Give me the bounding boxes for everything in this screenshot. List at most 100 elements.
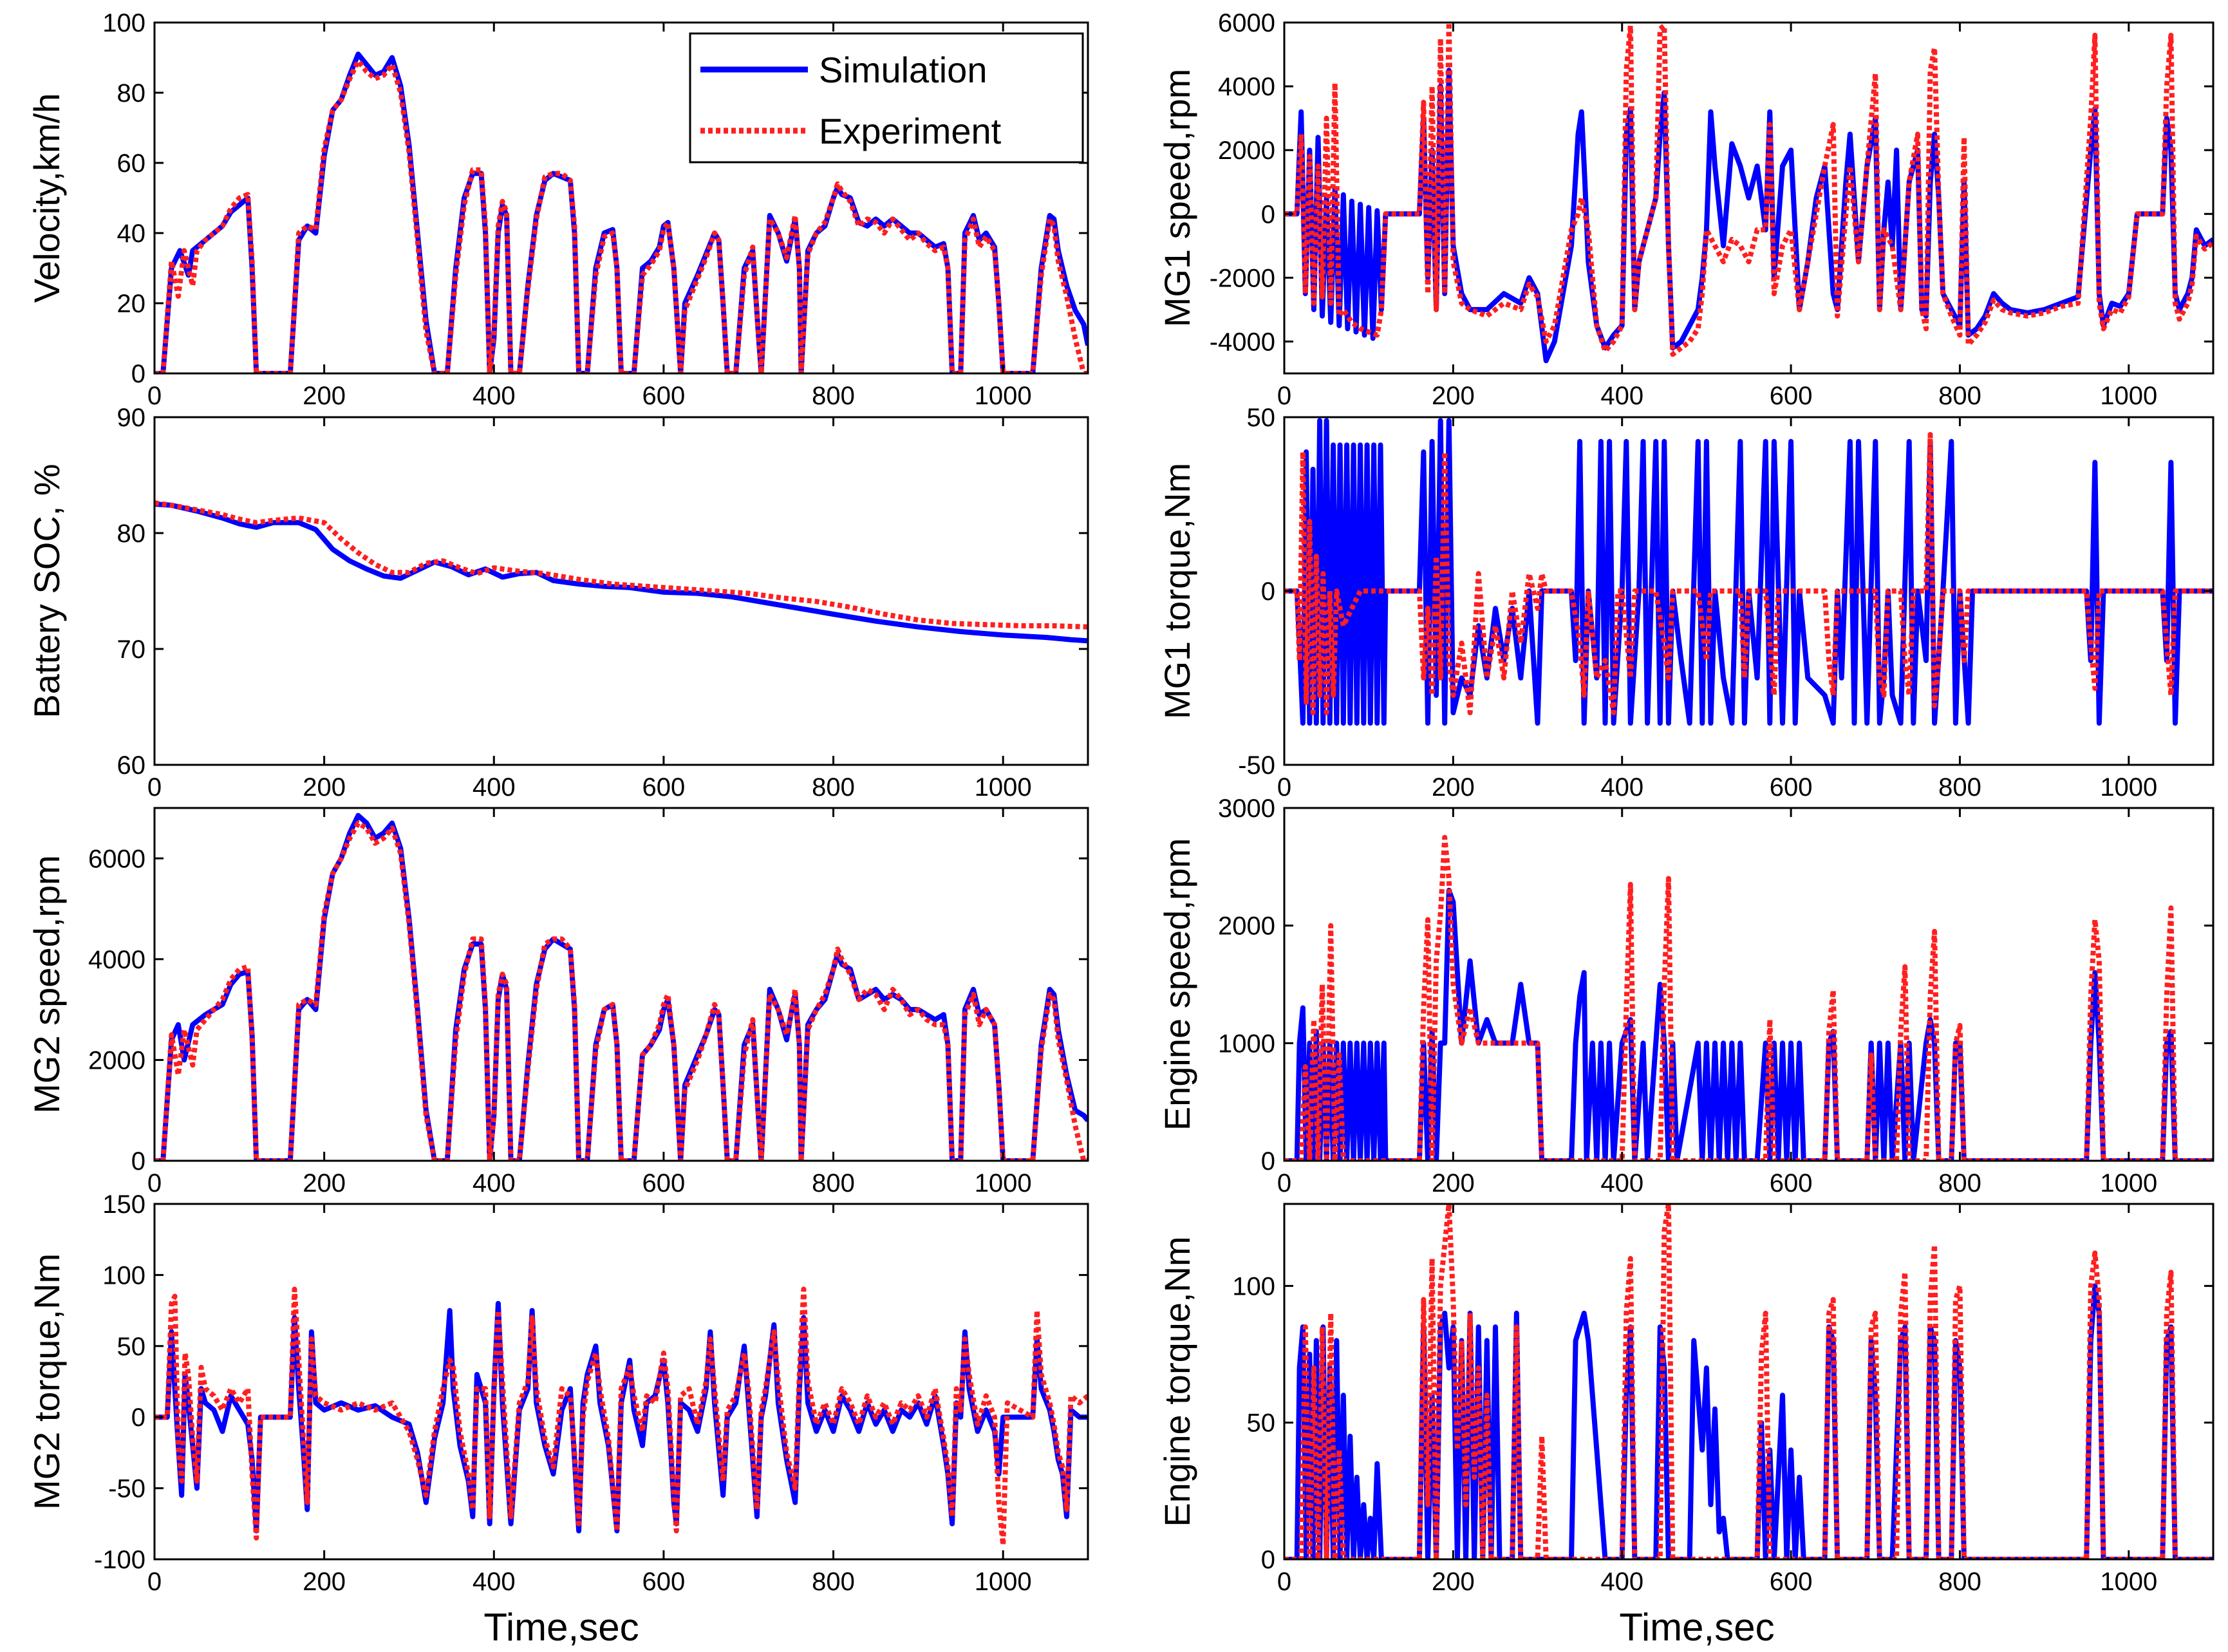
- x-tick-label: 0: [1277, 773, 1291, 802]
- y-tick-label: 50: [117, 1333, 146, 1361]
- y-tick-label: 90: [117, 404, 146, 432]
- experiment-series-line: [154, 58, 1088, 373]
- x-tick-label: 200: [1432, 1568, 1475, 1596]
- x-tick-label: 200: [1432, 382, 1475, 410]
- axes-frame: [153, 21, 1089, 375]
- x-tick-label: 0: [147, 1169, 162, 1197]
- y-tick-label: 0: [1261, 1147, 1275, 1176]
- y-tick-label: 50: [1247, 404, 1276, 432]
- y-tick-label: 2000: [1218, 912, 1275, 941]
- x-tick-label: 600: [1770, 382, 1813, 410]
- x-tick-label: 800: [1938, 773, 1981, 802]
- x-tick-label: 400: [473, 1169, 516, 1197]
- y-tick-label: 0: [1261, 1546, 1275, 1574]
- y-tick-label: 2000: [1218, 136, 1275, 165]
- y-tick-label: 100: [102, 9, 145, 37]
- y-tick-label: 2000: [88, 1046, 145, 1075]
- experiment-series-line: [154, 820, 1088, 1161]
- x-tick-label: 400: [473, 382, 516, 410]
- y-tick-label: 80: [117, 79, 146, 108]
- y-axis-title: Engine speed,rpm: [1157, 838, 1197, 1131]
- y-tick-label: 70: [117, 635, 146, 664]
- x-tick-label: 200: [1432, 773, 1475, 802]
- x-tick-label: 0: [1277, 1568, 1291, 1596]
- y-tick-label: 60: [117, 149, 146, 178]
- axes-frame: [153, 807, 1089, 1162]
- legend-box: [689, 32, 1084, 164]
- x-tick-label: 800: [812, 1169, 855, 1197]
- y-tick-label: 1000: [1218, 1029, 1275, 1058]
- y-tick-label: 0: [131, 360, 145, 388]
- y-tick-label: 0: [1261, 200, 1275, 229]
- series-group: [1284, 418, 2213, 726]
- plot-area: [154, 417, 1088, 765]
- x-tick-label: 0: [1277, 382, 1291, 410]
- series-group: [154, 1286, 1088, 1548]
- x-tick-label: 200: [303, 773, 346, 802]
- x-tick-label: 400: [1600, 382, 1643, 410]
- y-axis-title: MG1 speed,rpm: [1157, 69, 1197, 328]
- x-tick-label: 200: [303, 382, 346, 410]
- experiment-series-line: [1284, 834, 2213, 1161]
- y-tick-label: 4000: [1218, 73, 1275, 101]
- simulation-series-line: [1284, 1283, 2213, 1559]
- y-tick-label: -100: [94, 1546, 145, 1574]
- simulation-series-line: [1284, 68, 2213, 364]
- legend-experiment-label: Experiment: [819, 111, 1002, 151]
- y-tick-label: 150: [102, 1190, 145, 1219]
- series-group: [154, 812, 1088, 1161]
- x-tick-label: 200: [303, 1169, 346, 1197]
- experiment-series-line: [1284, 23, 2213, 357]
- y-tick-label: 6000: [1218, 9, 1275, 37]
- chart-panel-5: 0 200 400 600 800 1000 -4000 -2000 0 2000 4000 6000…: [1157, 9, 2214, 410]
- x-tick-label: 1000: [2100, 382, 2157, 410]
- legend-simulation-label: Simulation: [819, 50, 987, 90]
- y-axis-title: MG2 torque,Nm: [26, 1253, 67, 1510]
- x-tick-label: 600: [642, 1169, 686, 1197]
- x-tick-label: 0: [147, 1568, 162, 1596]
- y-axis-title: Velocity,km/h: [26, 93, 67, 303]
- simulation-series-line: [154, 812, 1088, 1161]
- series-group: [1284, 834, 2213, 1161]
- y-tick-label: 100: [1232, 1272, 1275, 1300]
- y-tick-label: 20: [117, 290, 146, 318]
- x-tick-label: 1000: [975, 1568, 1032, 1596]
- x-tick-label: 400: [473, 773, 516, 802]
- x-tick-label: 600: [642, 382, 686, 410]
- chart-panel-2: 0 200 400 600 800 1000 60 70 80 90 Battery SOC, %: [26, 404, 1089, 802]
- x-tick-label: 800: [812, 1568, 855, 1596]
- x-tick-label: 200: [1432, 1169, 1475, 1197]
- y-axis-title: Battery SOC, %: [26, 464, 67, 718]
- x-tick-label: 1000: [975, 1169, 1032, 1197]
- x-tick-label: 800: [1938, 382, 1981, 410]
- simulation-series-line: [1284, 418, 2213, 726]
- experiment-series-line: [154, 500, 1088, 630]
- y-tick-label: 40: [117, 220, 146, 248]
- legend: Simulation Experiment: [689, 32, 1084, 164]
- x-tick-label: 0: [1277, 1169, 1291, 1197]
- x-tick-label: 400: [473, 1568, 516, 1596]
- simulation-series-line: [154, 502, 1088, 644]
- x-tick-label: 1000: [2100, 1568, 2157, 1596]
- chart-panel-4: 0 200 400 600 800 1000 -100 -50 0 50 100 150 MG2 tor…: [26, 1190, 1089, 1596]
- x-tick-label: 400: [1600, 1169, 1643, 1197]
- x-tick-label: 1000: [975, 773, 1032, 802]
- x-tick-label: 600: [1770, 773, 1813, 802]
- y-tick-label: 0: [131, 1147, 145, 1176]
- plot-area: [154, 1204, 1088, 1559]
- y-tick-label: -50: [1238, 751, 1275, 780]
- series-group: [154, 52, 1088, 373]
- y-tick-label: -50: [108, 1475, 145, 1503]
- y-axis-title: Engine torque,Nm: [1157, 1236, 1197, 1526]
- x-tick-label: 0: [147, 773, 162, 802]
- x-tick-label: 800: [812, 773, 855, 802]
- x-tick-label: 0: [147, 382, 162, 410]
- y-tick-label: 0: [131, 1403, 145, 1432]
- axes-frame: [1283, 1203, 2214, 1561]
- x-tick-label: 800: [1938, 1169, 1981, 1197]
- x-axis-title-left: Time,sec: [483, 1606, 639, 1649]
- chart-panel-7: 0 200 400 600 800 1000 0 1000 2000 3000 Engine spe…: [1157, 794, 2214, 1197]
- series-group: [154, 500, 1088, 644]
- y-tick-label: 0: [1261, 577, 1275, 606]
